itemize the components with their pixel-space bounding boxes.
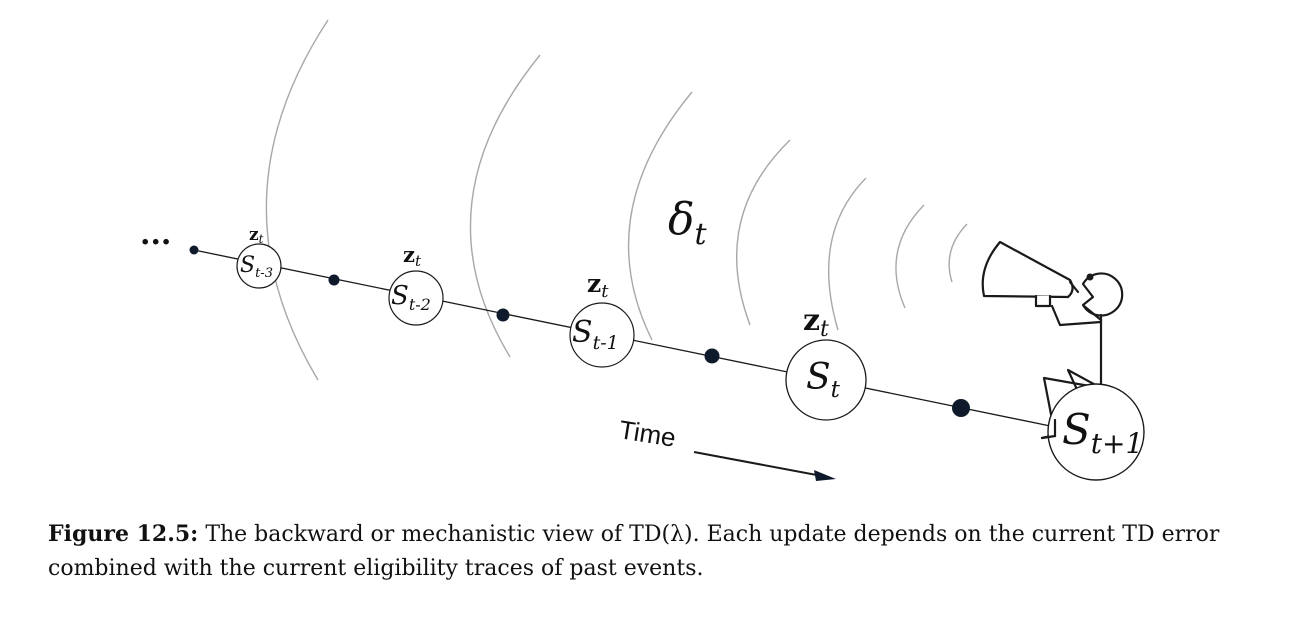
svg-text:St-2: St-2	[391, 281, 431, 314]
megaphone-figure	[981, 240, 1124, 440]
trace-label-t-minus-3: zt	[249, 225, 264, 246]
svg-text:St: St	[806, 357, 841, 403]
state-symbol: S	[391, 281, 409, 311]
state-subscript: t-2	[409, 295, 431, 314]
time-arrow: Time	[617, 414, 836, 481]
action-dot	[328, 274, 340, 286]
wave-arc	[895, 204, 925, 309]
figure-caption: Figure 12.5: The backward or mechanistic…	[48, 517, 1268, 586]
state-node-t-minus-1: St-1	[569, 302, 635, 368]
state-node-t-plus-1: St+1	[1047, 383, 1145, 481]
state-symbol: S	[572, 315, 593, 350]
broadcast-waves	[265, 19, 968, 381]
wave-arc	[735, 139, 791, 326]
state-subscript: t+1	[1091, 427, 1144, 460]
wave-arc	[469, 54, 541, 358]
trace-label-t-minus-2: zt	[403, 242, 422, 270]
megaphone-icon	[981, 240, 1074, 299]
svg-text:St-3: St-3	[240, 253, 273, 281]
action-dot	[704, 348, 720, 364]
wave-arc	[627, 91, 693, 341]
wave-arc	[948, 223, 968, 283]
state-subscript: t	[831, 377, 841, 403]
state-symbol: S	[1062, 405, 1091, 454]
wave-arc	[265, 19, 329, 381]
state-node-t: St	[785, 339, 867, 421]
action-dot	[952, 399, 970, 417]
state-symbol: S	[240, 253, 255, 278]
td-error-label: δt	[668, 194, 708, 252]
trace-label-t: zt	[803, 303, 829, 342]
state-subscript: t-1	[593, 332, 619, 354]
ellipsis: ...	[140, 217, 171, 252]
wave-arc	[828, 177, 867, 331]
state-symbol: S	[806, 357, 831, 398]
caption-text: The backward or mechanistic view of TD(λ…	[48, 522, 1220, 581]
caption-label: Figure 12.5:	[48, 521, 199, 547]
action-dot	[496, 308, 510, 322]
state-subscript: t-3	[255, 266, 273, 281]
state-node-t-minus-3: St-3	[236, 243, 282, 289]
svg-text:St-1: St-1	[572, 315, 619, 354]
megaphone-handle	[1034, 294, 1052, 308]
trace-label-t-minus-1: zt	[587, 269, 609, 302]
state-node-t-minus-2: St-2	[388, 270, 444, 326]
svg-text:St+1: St+1	[1062, 405, 1143, 460]
td-lambda-backward-view-diagram: ... St-3 zt St-2 zt St-1 zt	[140, 19, 1145, 481]
time-label: Time	[617, 414, 678, 453]
action-dot	[189, 245, 199, 255]
action-dots	[189, 245, 970, 417]
